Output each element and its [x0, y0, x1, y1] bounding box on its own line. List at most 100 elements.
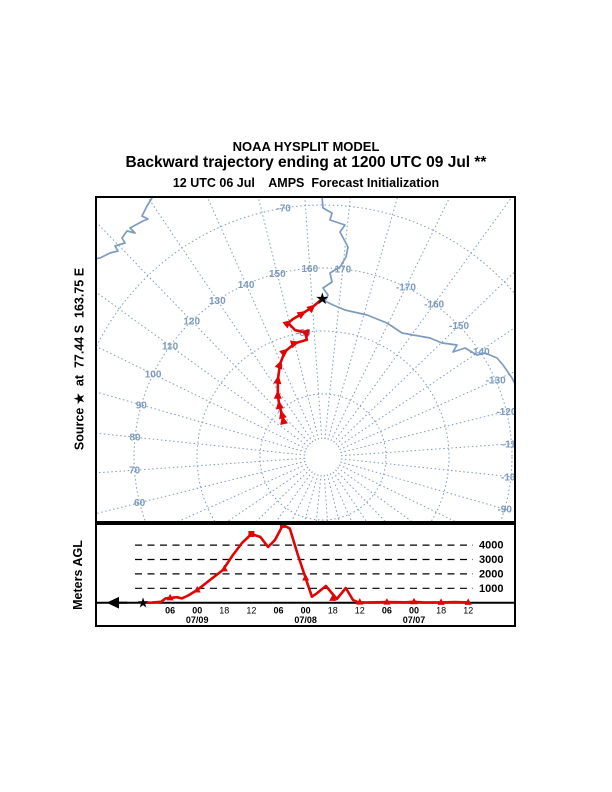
meridian-label: -90: [497, 505, 512, 516]
meridian-line: [95, 391, 306, 453]
profile-triangle-marker: [220, 564, 228, 572]
time-tick-label: 12: [246, 606, 256, 616]
meridian-line: [224, 466, 309, 523]
meridian-label: 170: [334, 265, 351, 276]
latitude-circle: [95, 204, 516, 352]
altitude-gridline-label: 4000: [479, 540, 503, 552]
profile-triangle-marker: [437, 598, 445, 605]
time-tick-label: 06: [382, 606, 392, 616]
meridian-line: [340, 458, 516, 478]
trajectory-arrow-marker: [274, 359, 283, 370]
meridian-label: 70: [129, 466, 141, 477]
meridian-line: [95, 460, 306, 515]
meridian-line: [173, 463, 307, 523]
height-profile-panel: 4000 3000 2000 1000 06 00 18 12 06 00 18 12 06 00 18 12…: [95, 523, 516, 627]
trajectory-arrow-marker: [300, 329, 310, 338]
meridian-line: [329, 473, 353, 523]
trajectory-arrow-marker: [290, 340, 300, 349]
run-info-subtitle: 12 UTC 06 Jul AMPS Forecast Initializati…: [172, 176, 440, 190]
trajectory-arrow-marker: [273, 389, 282, 399]
meridian-label: 90: [136, 400, 148, 411]
meridian-line: [253, 469, 311, 523]
date-tick-label: 07/08: [294, 615, 317, 625]
trajectory-layer: ★: [273, 289, 329, 425]
meridian-line: [333, 196, 514, 443]
time-tick-label: 12: [463, 606, 473, 616]
meridian-line: [326, 474, 340, 523]
source-star-icon: ★: [315, 289, 329, 308]
meridian-line: [206, 196, 317, 441]
profile-triangle-marker: [356, 598, 364, 605]
meridian-label: 130: [209, 296, 226, 307]
altitude-gridline-label: 2000: [479, 568, 503, 580]
time-tick-label: 06: [165, 606, 175, 616]
altitude-axis-label: Meters AGL: [71, 540, 85, 610]
meridian-line: [340, 461, 516, 513]
meridian-line: [95, 345, 308, 450]
date-tick-label: 07/09: [186, 615, 209, 625]
meridian-line: [290, 472, 316, 523]
meridian-label: 60: [134, 498, 146, 509]
meridian-line: [324, 196, 351, 440]
meridian-label: 140: [238, 280, 255, 291]
source-location-label: Source ★ at 77.44 S 163.75 E: [72, 267, 87, 451]
meridian-line: [95, 457, 306, 474]
model-title: NOAA HYSPLIT MODEL: [232, 139, 380, 154]
trajectory-path: [276, 297, 324, 422]
meridian-label: 100: [145, 370, 162, 381]
latitude-circle: [259, 393, 387, 521]
meridian-line: [330, 196, 451, 442]
meridian-line: [327, 196, 399, 440]
trajectory-arrow-marker: [282, 319, 293, 329]
trajectory-arrow-marker: [275, 399, 284, 410]
meridian-label: -130: [486, 376, 506, 387]
meridian-label: -110: [502, 439, 516, 450]
meridian-label: -160: [424, 300, 444, 311]
trajectory-arrow-marker: [279, 348, 289, 358]
latitude-label: -70: [276, 204, 291, 215]
start-arrow-icon: [106, 596, 119, 609]
meridian-line: [335, 469, 388, 523]
meridian-label: 120: [183, 317, 200, 328]
profile-triangle-marker: [166, 593, 174, 601]
meridian-line: [303, 474, 319, 523]
trajectory-arrow-marker: [306, 304, 316, 314]
meridian-label: -120: [496, 407, 516, 418]
coastline-victoria-land-ross-sea: [321, 196, 516, 387]
time-tick-label: 18: [219, 606, 229, 616]
trajectory-map-panel: 60 70 80 90 100 110 120 130 140 150 160 170 -170 -160…: [95, 196, 516, 523]
profile-triangle-marker: [410, 597, 418, 605]
meridian-line: [95, 432, 306, 456]
trajectory-title: Backward trajectory ending at 1200 UTC 0…: [125, 154, 487, 171]
meridian-label: -100: [501, 472, 516, 483]
meridian-line: [332, 471, 369, 523]
meridian-line: [337, 326, 516, 448]
meridian-line: [340, 443, 516, 457]
meridian-line: [338, 464, 460, 523]
time-tick-label: 18: [328, 606, 338, 616]
meridian-line: [304, 196, 323, 440]
profile-triangle-marker: [329, 594, 337, 601]
profile-square-marker: [248, 531, 255, 537]
trajectory-arrow-marker: [296, 310, 307, 320]
date-tick-label: 07/07: [403, 615, 426, 625]
latitude-circle: [133, 267, 513, 523]
time-tick-label: 06: [273, 606, 283, 616]
time-tick-label: 00: [192, 606, 202, 616]
meridian-label: 110: [162, 341, 179, 352]
altitude-gridline-label: 3000: [479, 554, 503, 566]
profile-triangle-marker: [464, 598, 472, 605]
meridian-label: -140: [470, 347, 490, 358]
altitude-gridline-label: 1000: [479, 583, 503, 595]
source-star-icon: ★: [137, 596, 150, 612]
latitude-circle: [196, 330, 450, 523]
trajectory-arrow-marker: [273, 374, 282, 385]
meridian-label: 80: [129, 433, 141, 444]
trajectory-arrow-marker: [279, 409, 287, 420]
meridian-line: [337, 467, 415, 523]
coastline-northwest: [95, 197, 153, 260]
map-border: [95, 196, 516, 523]
height-profile-curve: [141, 523, 470, 604]
profile-square-marker: [280, 523, 286, 528]
